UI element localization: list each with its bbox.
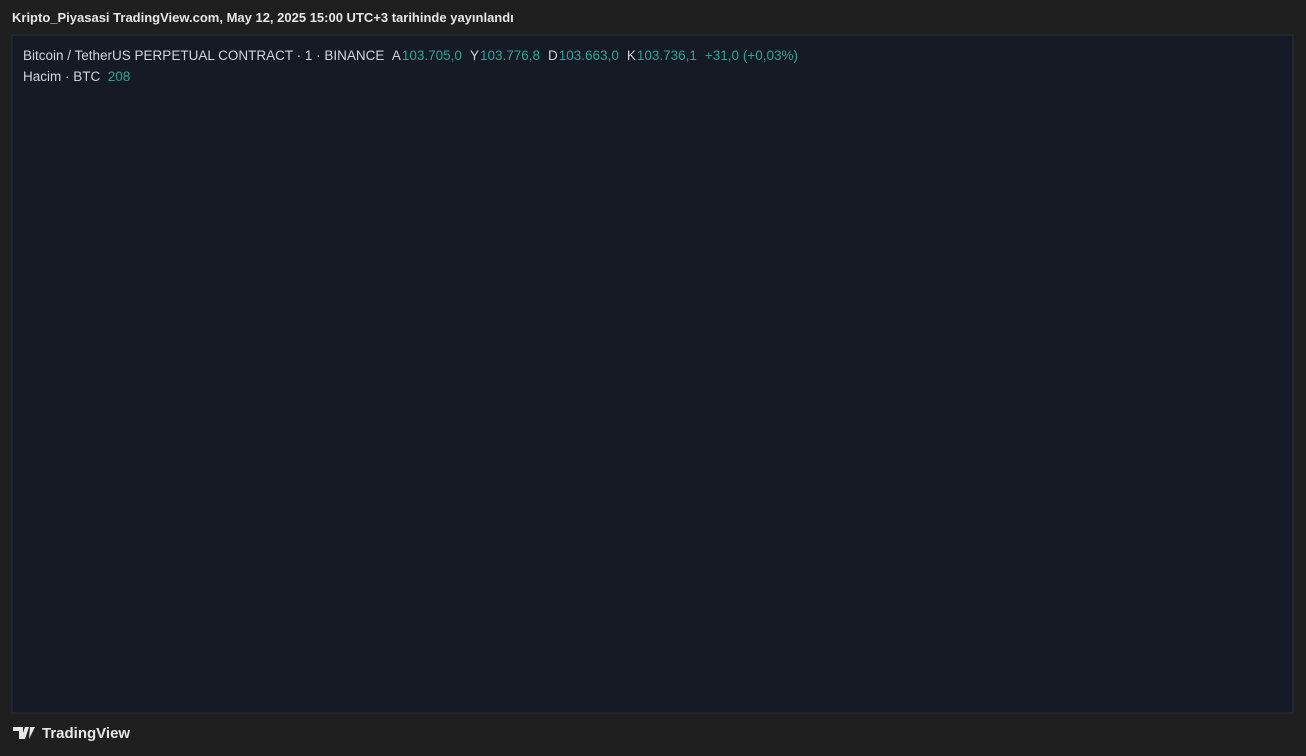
legend-key: K xyxy=(626,48,636,63)
legend-key: A xyxy=(391,48,401,63)
volume-value: 208 xyxy=(107,69,131,84)
legend-row: Bitcoin / TetherUS PERPETUAL CONTRACT · … xyxy=(23,45,806,66)
legend-value: 103.736,1 xyxy=(636,48,697,63)
publish-header: Kripto_Piyasasi TradingView.com, May 12,… xyxy=(12,10,514,25)
legend: Bitcoin / TetherUS PERPETUAL CONTRACT · … xyxy=(23,45,806,87)
volume-name: Hacim · BTC xyxy=(23,69,101,84)
legend-value: 103.705,0 xyxy=(401,48,462,63)
legend-value: 103.663,0 xyxy=(558,48,619,63)
symbol: Bitcoin / TetherUS PERPETUAL CONTRACT · … xyxy=(23,48,385,63)
chart-panel xyxy=(11,34,1294,714)
change: +31,0 (+0,03%) xyxy=(704,48,798,63)
logo xyxy=(13,727,35,739)
legend-value: 103.776,8 xyxy=(479,48,541,63)
brand: TradingView xyxy=(42,725,131,742)
legend-row: Hacim · BTC 208 xyxy=(23,66,806,87)
legend-key: Y xyxy=(469,48,479,63)
legend-key: D xyxy=(548,48,558,63)
